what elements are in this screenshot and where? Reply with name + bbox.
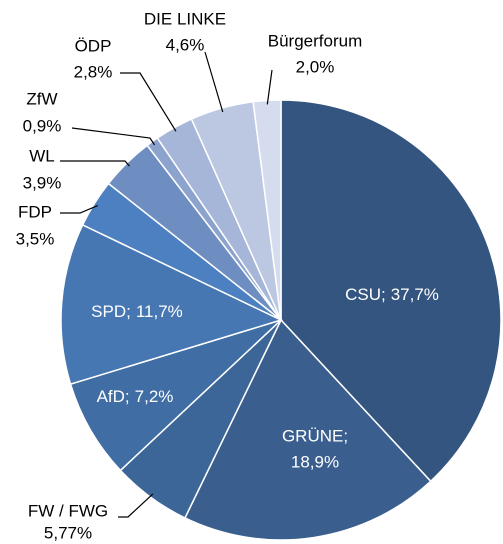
slice-label: SPD; 11,7% bbox=[91, 302, 183, 321]
pie-slice bbox=[69, 319, 282, 472]
leader-line bbox=[118, 493, 154, 518]
value-label: 7,2% bbox=[135, 387, 174, 406]
category-label: ZfW bbox=[26, 89, 57, 108]
category-label: Bürgerforum bbox=[268, 31, 362, 50]
slice-label: CSU; 37,7% bbox=[345, 285, 439, 304]
leader-line bbox=[60, 160, 130, 167]
category-label: ÖDP bbox=[75, 36, 112, 55]
value-label: 2,8% bbox=[74, 62, 113, 81]
value-label: 4,6% bbox=[166, 35, 205, 54]
category-label: SPD; bbox=[91, 302, 131, 321]
pie-slice bbox=[252, 99, 282, 321]
value-label: 3,5% bbox=[16, 229, 55, 248]
pie-slice bbox=[183, 318, 432, 541]
category-label: WL bbox=[29, 146, 55, 165]
value-label: 37,7% bbox=[391, 285, 439, 304]
category-label: FW / FWG bbox=[28, 501, 108, 520]
category-label: FDP bbox=[18, 202, 52, 221]
value-label: 18,9% bbox=[291, 452, 339, 471]
pie-slice bbox=[60, 223, 284, 386]
value-label: 3,9% bbox=[23, 173, 62, 192]
leader-line bbox=[120, 72, 177, 132]
value-label: 11,7% bbox=[136, 302, 183, 321]
value-label: 5,77% bbox=[44, 523, 92, 542]
leader-line bbox=[204, 51, 224, 113]
pie-slice bbox=[280, 99, 502, 483]
category-label: AfD; bbox=[97, 387, 130, 406]
value-label: 0,9% bbox=[23, 116, 62, 135]
slice-label: AfD; 7,2% bbox=[97, 387, 174, 406]
category-label: CSU; bbox=[345, 285, 386, 304]
leader-line bbox=[60, 205, 99, 214]
value-label: 2,0% bbox=[296, 57, 335, 76]
leader-line bbox=[71, 127, 156, 146]
category-label: GRÜNE; bbox=[282, 426, 348, 445]
leader-line bbox=[266, 69, 273, 105]
category-label: DIE LINKE bbox=[144, 9, 226, 28]
